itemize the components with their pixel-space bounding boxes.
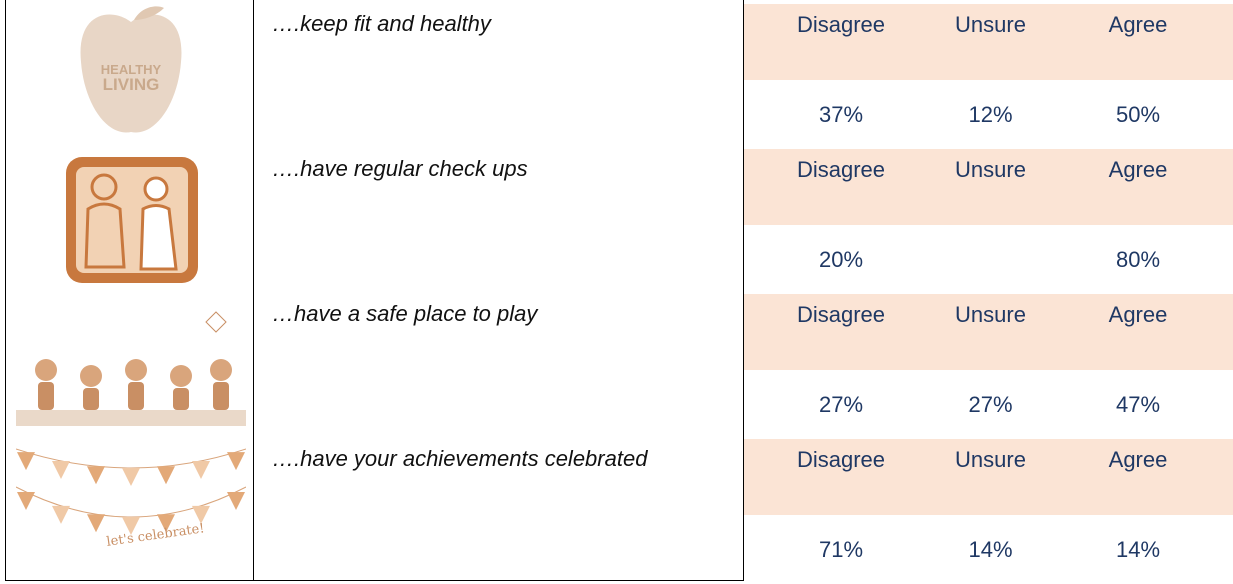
child-body [83, 388, 99, 410]
header-cell: Unsure [938, 149, 1043, 225]
ground [16, 410, 246, 426]
image-text: LIVING [103, 75, 160, 94]
child-head [125, 359, 147, 381]
pennant [227, 491, 245, 510]
value-cell: 50% [1115, 102, 1161, 127]
illustration [16, 311, 246, 426]
value-cell: 20% [818, 247, 864, 272]
header-cell: Disagree [744, 294, 938, 370]
value-cell: 47% [1115, 392, 1161, 417]
pennant [157, 466, 175, 485]
column-divider [743, 0, 744, 581]
child-body [173, 388, 189, 410]
image-text: HEALTHY [101, 62, 162, 77]
value-cell: 27% [818, 392, 864, 417]
child-head [35, 359, 57, 381]
header-cell: Unsure [938, 294, 1043, 370]
header-cell: Agree [1043, 4, 1233, 80]
border-bottom [5, 580, 744, 581]
pennant [157, 514, 175, 533]
pennant [17, 452, 35, 471]
statement: …have a safe place to play [272, 301, 538, 326]
value-cell: 71% [818, 537, 864, 562]
child-body [128, 382, 144, 410]
header-cell: Disagree [744, 4, 938, 80]
value-cell [938, 237, 1043, 287]
pennant [17, 491, 35, 510]
child-body [38, 382, 54, 410]
child-head [80, 365, 102, 387]
header-cell: Disagree [744, 439, 938, 515]
figure [90, 173, 118, 201]
value-cell: 37% [818, 102, 864, 127]
column-divider [253, 0, 254, 581]
value-cell: 80% [1115, 247, 1161, 272]
pennant [122, 517, 140, 535]
header-cell: Agree [1043, 149, 1233, 225]
statement: ….have your achievements celebrated [272, 446, 648, 471]
border-left [5, 0, 6, 581]
doctor [139, 204, 178, 271]
leaf [134, 6, 164, 20]
header-cell: Agree [1043, 294, 1233, 370]
statement: ….keep fit and healthy [272, 11, 491, 36]
value-cell: 27% [968, 392, 1013, 417]
image-text: let's celebrate! [106, 521, 206, 550]
doctor [143, 176, 169, 202]
child-body [213, 382, 229, 410]
pennant [52, 460, 70, 479]
value-cell: 14% [1115, 537, 1161, 562]
statement: ….have regular check ups [272, 156, 528, 181]
child-head [170, 365, 192, 387]
apple [80, 14, 182, 133]
value-cell: 14% [968, 537, 1013, 562]
pennant [122, 468, 140, 486]
pennant [192, 460, 210, 479]
bunting-string [16, 448, 246, 469]
pennant [227, 452, 245, 471]
header-cell: Disagree [744, 149, 938, 225]
header-cell: Unsure [938, 439, 1043, 515]
figure [84, 202, 126, 269]
kite [205, 311, 227, 333]
child-head [210, 359, 232, 381]
pennant [87, 466, 105, 485]
illustration: let's celebrate! [16, 448, 246, 550]
pennant [87, 514, 105, 533]
value-cell: 12% [968, 102, 1013, 127]
header-cell: Unsure [938, 4, 1043, 80]
bunting-string [16, 486, 246, 518]
illustration [66, 157, 198, 283]
pennant [192, 505, 210, 524]
pennant [52, 505, 70, 524]
header-cell: Agree [1043, 439, 1233, 515]
